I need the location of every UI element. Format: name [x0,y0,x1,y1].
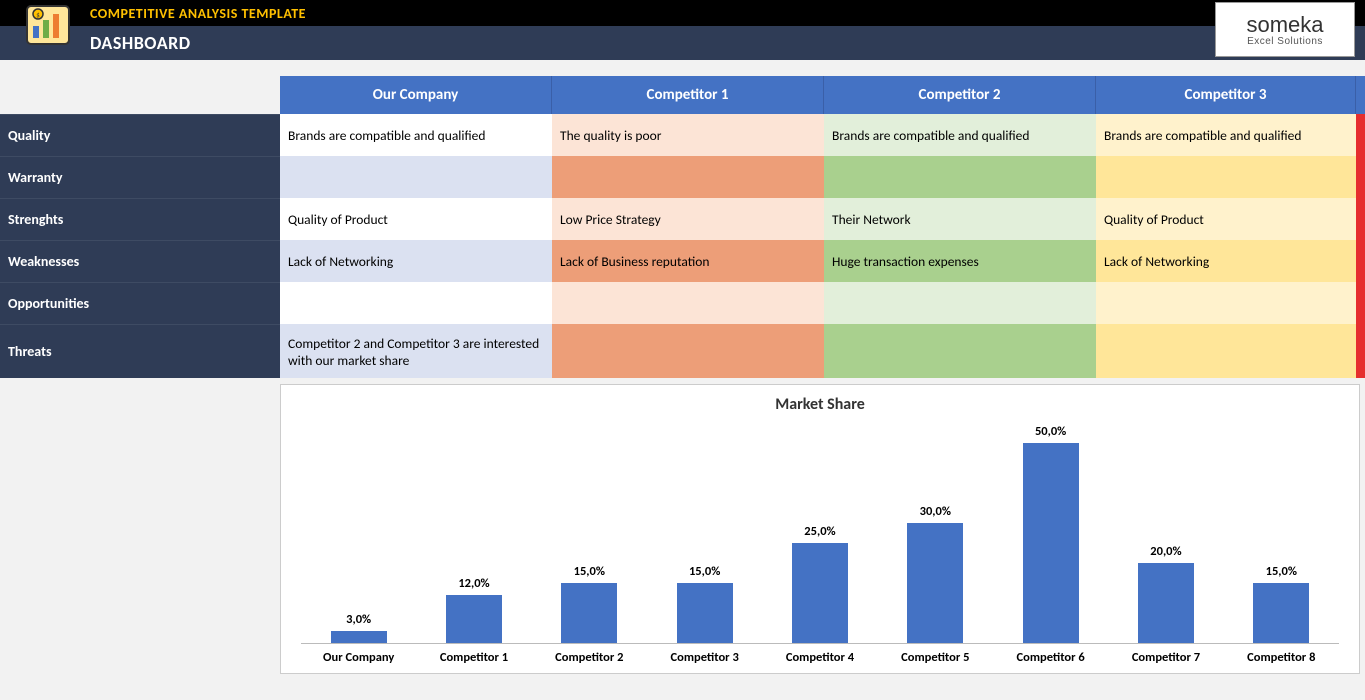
bar-value-label: 25,0% [804,524,835,539]
bar-column: 20,0% [1114,544,1218,643]
table-cell[interactable]: Brands are compatible and qualified [1096,114,1356,156]
bar[interactable] [1253,583,1309,643]
row-stripe [1356,198,1365,240]
row-stripe [1356,114,1365,156]
x-axis-label: Competitor 6 [999,650,1103,665]
column-header[interactable]: Competitor 1 [552,76,824,114]
column-header[interactable]: Competitor 3 [1096,76,1356,114]
bar-column: 3,0% [307,612,411,643]
row-label[interactable]: Quality [0,114,280,156]
table-cell[interactable]: Quality of Product [1096,198,1356,240]
bar-column: 12,0% [422,576,526,643]
row-stripe [1356,324,1365,378]
bar-column: 50,0% [999,424,1103,643]
table-cell[interactable] [824,282,1096,324]
brand-logo: someka Excel Solutions [1215,2,1355,57]
bar[interactable] [907,523,963,643]
bar-value-label: 15,0% [1266,564,1297,579]
comparison-table: Our CompanyCompetitor 1Competitor 2Compe… [0,76,1365,378]
table-cell[interactable] [1096,156,1356,198]
table-cell[interactable] [552,156,824,198]
bar[interactable] [446,595,502,643]
bar-value-label: 3,0% [346,612,371,627]
market-share-chart: Market Share 3,0% 12,0% 15,0% 15,0% 25,0% 30,… [280,384,1360,674]
page-subtitle: DASHBOARD [90,32,191,54]
x-axis-label: Competitor 8 [1229,650,1333,665]
table-cell[interactable] [824,156,1096,198]
row-label[interactable]: Weaknesses [0,240,280,282]
bar-column: 25,0% [768,524,872,643]
table-cell[interactable]: Brands are compatible and qualified [280,114,552,156]
row-stripe [1356,156,1365,198]
brand-subtitle: Excel Solutions [1247,36,1323,47]
header-stripe [1356,76,1365,114]
row-label[interactable]: Strenghts [0,198,280,240]
table-cell[interactable]: Brands are compatible and qualified [824,114,1096,156]
chart-bars-area: 3,0% 12,0% 15,0% 15,0% 25,0% 30,0% 50,0% 20,0% 1… [301,424,1339,644]
table-cell[interactable]: The quality is poor [552,114,824,156]
bar-value-label: 12,0% [458,576,489,591]
bar-column: 15,0% [653,564,757,643]
x-axis-label: Competitor 7 [1114,650,1218,665]
bar[interactable] [331,631,387,643]
subtitle-bar: DASHBOARD [0,26,1365,60]
bar[interactable] [1023,443,1079,643]
table-cell[interactable]: Lack of Networking [1096,240,1356,282]
table-cell[interactable]: Low Price Strategy [552,198,824,240]
table-cell[interactable] [1096,324,1356,378]
brand-name: someka [1246,12,1323,38]
table-cell[interactable] [280,156,552,198]
chart-x-labels: Our Company Competitor 1 Competitor 2 Compe… [301,650,1339,665]
table-cell[interactable] [552,324,824,378]
bar-column: 15,0% [537,564,641,643]
bar[interactable] [1138,563,1194,643]
x-axis-label: Our Company [307,650,411,665]
x-axis-label: Competitor 2 [537,650,641,665]
row-label[interactable]: Opportunities [0,282,280,324]
table-cell[interactable]: Their Network [824,198,1096,240]
column-header[interactable]: Competitor 2 [824,76,1096,114]
x-axis-label: Competitor 5 [883,650,987,665]
bar[interactable] [677,583,733,643]
table-corner [0,76,280,114]
column-header[interactable]: Our Company [280,76,552,114]
page-title: COMPETITIVE ANALYSIS TEMPLATE [90,5,306,22]
table-cell[interactable] [824,324,1096,378]
bar-value-label: 30,0% [920,504,951,519]
bar[interactable] [792,543,848,643]
table-cell[interactable]: Lack of Networking [280,240,552,282]
x-axis-label: Competitor 3 [653,650,757,665]
x-axis-label: Competitor 4 [768,650,872,665]
table-cell[interactable] [552,282,824,324]
app-logo-icon: $ [20,0,75,52]
title-bar: COMPETITIVE ANALYSIS TEMPLATE [0,0,1365,26]
row-label[interactable]: Threats [0,324,280,378]
row-label[interactable]: Warranty [0,156,280,198]
table-cell[interactable]: Quality of Product [280,198,552,240]
row-stripe [1356,240,1365,282]
bar-value-label: 50,0% [1035,424,1066,439]
table-cell[interactable] [1096,282,1356,324]
table-cell[interactable]: Competitor 2 and Competitor 3 are intere… [280,324,552,378]
chart-title: Market Share [301,395,1339,414]
x-axis-label: Competitor 1 [422,650,526,665]
bar[interactable] [561,583,617,643]
svg-text:$: $ [36,10,40,19]
bar-value-label: 15,0% [689,564,720,579]
row-stripe [1356,282,1365,324]
bar-value-label: 20,0% [1150,544,1181,559]
table-cell[interactable]: Huge transaction expenses [824,240,1096,282]
bar-value-label: 15,0% [574,564,605,579]
bar-column: 15,0% [1229,564,1333,643]
bar-column: 30,0% [883,504,987,643]
table-cell[interactable] [280,282,552,324]
table-cell[interactable]: Lack of Business reputation [552,240,824,282]
